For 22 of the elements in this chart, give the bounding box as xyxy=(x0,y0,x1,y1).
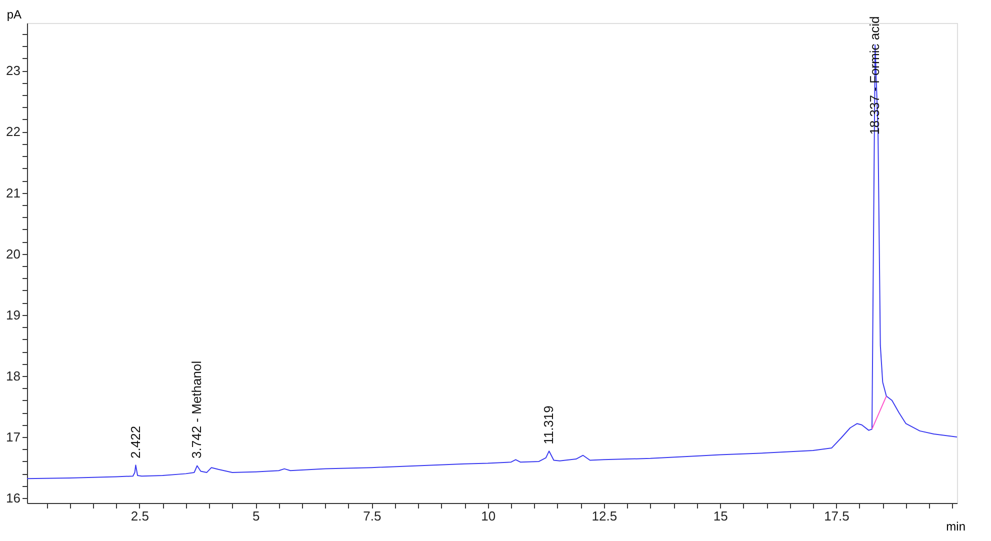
y-axis-title: pA xyxy=(6,8,22,22)
annotation: 18.337 - Formic acid xyxy=(867,16,882,135)
line-series xyxy=(27,44,957,480)
y-tick-label: 16 xyxy=(6,490,20,506)
y-tick-label: 23 xyxy=(6,63,20,78)
annotation: 11.319 xyxy=(541,406,556,444)
x-tick-label: 10 xyxy=(481,508,496,524)
annotation: 3.742 - Methanol xyxy=(189,360,204,458)
y-tick-label: 18 xyxy=(6,368,20,384)
y-tick-label: 20 xyxy=(6,246,20,262)
x-tick-label: 7.5 xyxy=(363,508,382,524)
y-tick-label: 21 xyxy=(6,185,20,200)
y-tick-label: 17 xyxy=(6,430,20,445)
annotation: 2.422 xyxy=(128,426,143,458)
x-tick-label: 17.5 xyxy=(824,508,850,524)
x-tick-label: 5 xyxy=(252,508,260,524)
y-tick-label: 19 xyxy=(6,307,20,322)
x-tick-label: 2.5 xyxy=(130,508,149,524)
x-tick-label: 15 xyxy=(713,508,728,524)
x-axis-title: min xyxy=(946,520,966,534)
x-tick-label: 12.5 xyxy=(592,508,618,524)
y-tick-label: 22 xyxy=(6,124,20,140)
